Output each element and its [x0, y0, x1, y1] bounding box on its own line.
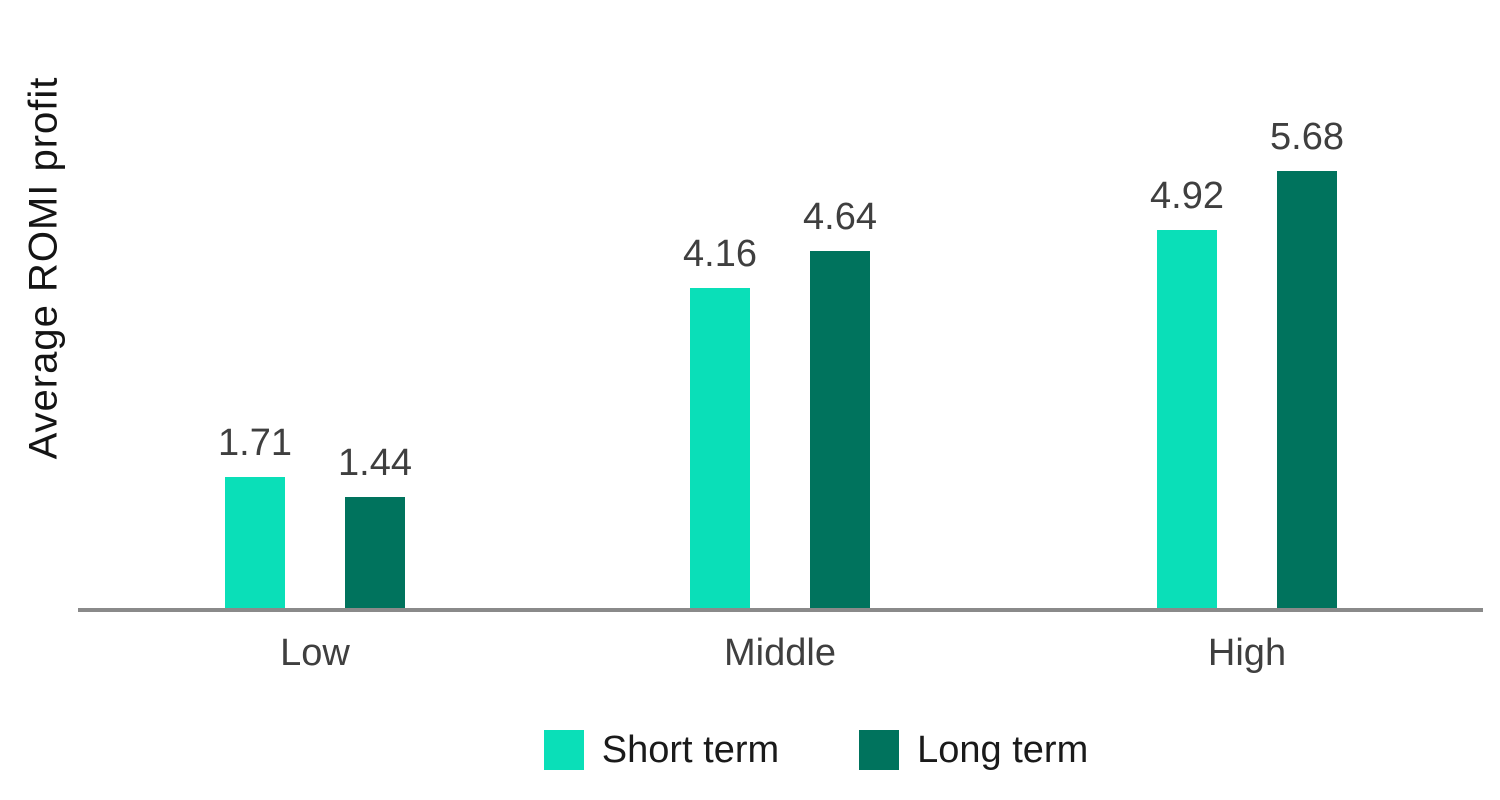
value-label-long-term-high: 5.68: [1270, 116, 1344, 158]
x-axis-line: [78, 608, 1483, 612]
value-label-long-term-low: 1.44: [338, 442, 412, 484]
legend: Short term Long term: [66, 728, 1500, 772]
value-label-long-term-middle: 4.64: [803, 196, 877, 238]
legend-swatch-short-term: [543, 730, 584, 770]
legend-swatch-long-term: [859, 730, 900, 770]
value-label-short-term-high: 4.92: [1150, 175, 1224, 217]
bar-short-term-middle: [690, 288, 750, 608]
bar-long-term-high: [1277, 171, 1337, 608]
value-label-short-term-low: 1.71: [218, 422, 292, 464]
x-axis-label-high: High: [1207, 632, 1287, 674]
bar-short-term-high: [1157, 230, 1217, 608]
value-label-short-term-middle: 4.16: [683, 233, 757, 275]
x-axis-label-low: Low: [280, 632, 350, 674]
legend-label-long-term: Long term: [917, 729, 1089, 771]
bar-long-term-middle: [810, 251, 870, 608]
legend-label-short-term: Short term: [601, 729, 780, 771]
legend-item-short-term: Short term: [543, 728, 780, 772]
legend-item-long-term: Long term: [859, 728, 1088, 772]
bar-long-term-low: [345, 497, 405, 608]
x-axis-label-middle: Middle: [724, 632, 836, 674]
bar-short-term-low: [225, 477, 285, 608]
